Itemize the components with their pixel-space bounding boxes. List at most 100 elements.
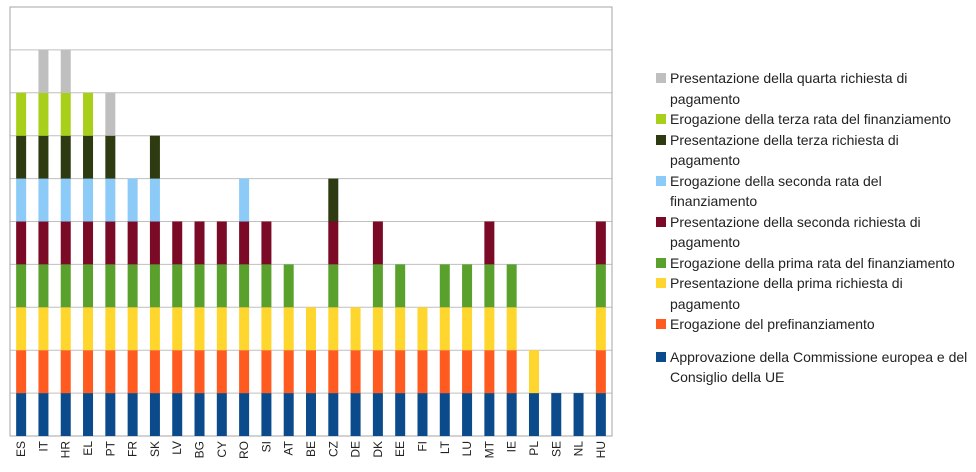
legend-label: Presentazione della terza richiesta di p… xyxy=(670,131,899,169)
legend-item: Erogazione della seconda rata del finanz… xyxy=(655,171,971,212)
bar-segment-cy-2 xyxy=(216,307,227,351)
legend-item: Erogazione della terza rata del finanzia… xyxy=(655,109,971,130)
legend-label: Presentazione della seconda richiesta di… xyxy=(670,213,921,251)
bar-segment-it-6 xyxy=(38,135,49,179)
bar-segment-cz-3 xyxy=(328,264,339,308)
bar-segment-el-4 xyxy=(83,221,94,265)
bar-segment-mt-4 xyxy=(484,221,495,265)
bar-segment-el-7 xyxy=(83,92,94,136)
bar-segment-it-3 xyxy=(38,264,49,308)
bar-segment-hr-8 xyxy=(60,49,71,93)
bar-segment-el-2 xyxy=(83,307,94,351)
bar-segment-ee-3 xyxy=(395,264,406,308)
bar-segment-be-2 xyxy=(306,307,316,351)
bar-segment-lt-0 xyxy=(439,393,450,436)
legend-label: Presentazione della prima richiesta di p… xyxy=(670,275,903,312)
bar-segment-es-6 xyxy=(16,135,27,179)
bar-segment-hr-3 xyxy=(60,264,71,308)
bar-segment-bg-3 xyxy=(194,264,205,308)
bar-segment-es-3 xyxy=(16,264,27,308)
bar-segment-pl-0 xyxy=(528,393,539,436)
bar-segment-ro-2 xyxy=(239,307,250,351)
bar-segment-sk-5 xyxy=(149,178,160,222)
bar-segment-fr-3 xyxy=(127,264,138,308)
bar-segment-es-4 xyxy=(16,221,27,265)
bar-segment-mt-2 xyxy=(484,307,495,351)
bar-segment-pt-3 xyxy=(105,264,116,308)
x-tick-label: LT xyxy=(438,440,452,454)
bar-segment-bg-1 xyxy=(194,350,205,394)
bar-segment-bg-0 xyxy=(194,393,205,436)
bar-segment-lu-0 xyxy=(462,393,473,436)
bar-segment-ro-0 xyxy=(239,393,250,436)
bar-segment-ie-0 xyxy=(506,393,517,436)
x-tick-label: CZ xyxy=(326,441,340,457)
x-tick-label: LV xyxy=(170,441,184,455)
bar-segment-lv-2 xyxy=(172,307,183,351)
x-tick-label: RO xyxy=(237,441,251,459)
bar-segment-bg-4 xyxy=(194,221,205,265)
bar-segment-lu-3 xyxy=(462,264,473,308)
bar-segment-dk-1 xyxy=(372,350,383,394)
legend-swatch xyxy=(656,216,666,227)
bar-segment-it-0 xyxy=(38,393,49,436)
bar-segment-sk-1 xyxy=(149,350,160,394)
x-tick-label: FR xyxy=(126,441,140,457)
bar-segment-lv-1 xyxy=(172,350,183,394)
x-tick-label: EL xyxy=(81,441,95,456)
x-tick-label: SK xyxy=(148,441,162,457)
bar-segment-pt-2 xyxy=(105,307,116,351)
bar-segment-mt-1 xyxy=(484,350,495,394)
bar-segment-ie-1 xyxy=(506,350,517,394)
bar-segment-el-3 xyxy=(83,264,94,308)
bar-segment-sk-4 xyxy=(149,221,160,265)
bar-segment-hr-2 xyxy=(60,307,71,351)
bar-segment-cy-4 xyxy=(216,221,227,265)
bar-segment-es-7 xyxy=(16,92,27,136)
bar-segment-it-8 xyxy=(38,49,49,93)
x-tick-label: DE xyxy=(349,441,363,458)
bars xyxy=(16,49,606,436)
bar-segment-cy-3 xyxy=(216,264,227,308)
x-tick-label: SE xyxy=(549,441,563,457)
legend-swatch xyxy=(656,278,666,288)
bar-segment-si-0 xyxy=(261,393,272,436)
bar-segment-cz-6 xyxy=(328,178,339,222)
bar-segment-at-0 xyxy=(283,393,294,436)
bar-segment-cy-0 xyxy=(216,393,227,436)
bar-segment-fr-0 xyxy=(127,393,138,436)
bar-segment-cz-4 xyxy=(328,221,339,265)
bar-segment-fr-5 xyxy=(127,178,138,222)
bar-segment-it-2 xyxy=(38,307,49,351)
bar-segment-ee-1 xyxy=(395,350,406,394)
bar-segment-lu-2 xyxy=(462,307,473,351)
bar-segment-dk-2 xyxy=(372,307,383,351)
bar-segment-lt-2 xyxy=(439,307,450,351)
bar-segment-de-0 xyxy=(350,393,361,436)
bar-segment-it-5 xyxy=(38,178,49,222)
bar-segment-el-0 xyxy=(83,393,94,436)
x-tick-label: NL xyxy=(572,441,586,457)
bar-segment-dk-3 xyxy=(372,264,383,308)
legend: Presentazione della quarta richiesta di … xyxy=(655,68,971,388)
legend-label: Erogazione della prima rata del finanzia… xyxy=(670,254,955,271)
legend-item: Presentazione della prima richiesta di p… xyxy=(655,273,971,314)
x-axis-tick-labels: ES IT HR EL PT FR SK LV BG CY RO SI AT BE CZ DE DK EE FI LT… xyxy=(14,440,608,459)
bar-segment-pl-2 xyxy=(528,350,539,394)
bar-segment-hu-2 xyxy=(595,307,606,351)
bar-segment-ro-3 xyxy=(239,264,250,308)
bar-segment-at-1 xyxy=(283,350,294,394)
legend-swatch xyxy=(656,73,666,83)
bar-segment-se-0 xyxy=(551,393,562,436)
bar-segment-el-6 xyxy=(83,135,94,179)
bar-segment-pt-4 xyxy=(105,221,116,265)
x-tick-label: PL xyxy=(527,441,541,456)
x-tick-label: HU xyxy=(594,441,608,458)
x-tick-label: CY xyxy=(215,441,229,458)
bar-segment-ie-2 xyxy=(506,307,517,351)
bar-segment-es-5 xyxy=(16,178,27,222)
bar-segment-be-0 xyxy=(306,393,316,436)
legend-label: Presentazione della quarta richiesta di … xyxy=(670,70,908,107)
bar-segment-de-2 xyxy=(350,307,361,351)
bar-segment-bg-2 xyxy=(194,307,205,351)
